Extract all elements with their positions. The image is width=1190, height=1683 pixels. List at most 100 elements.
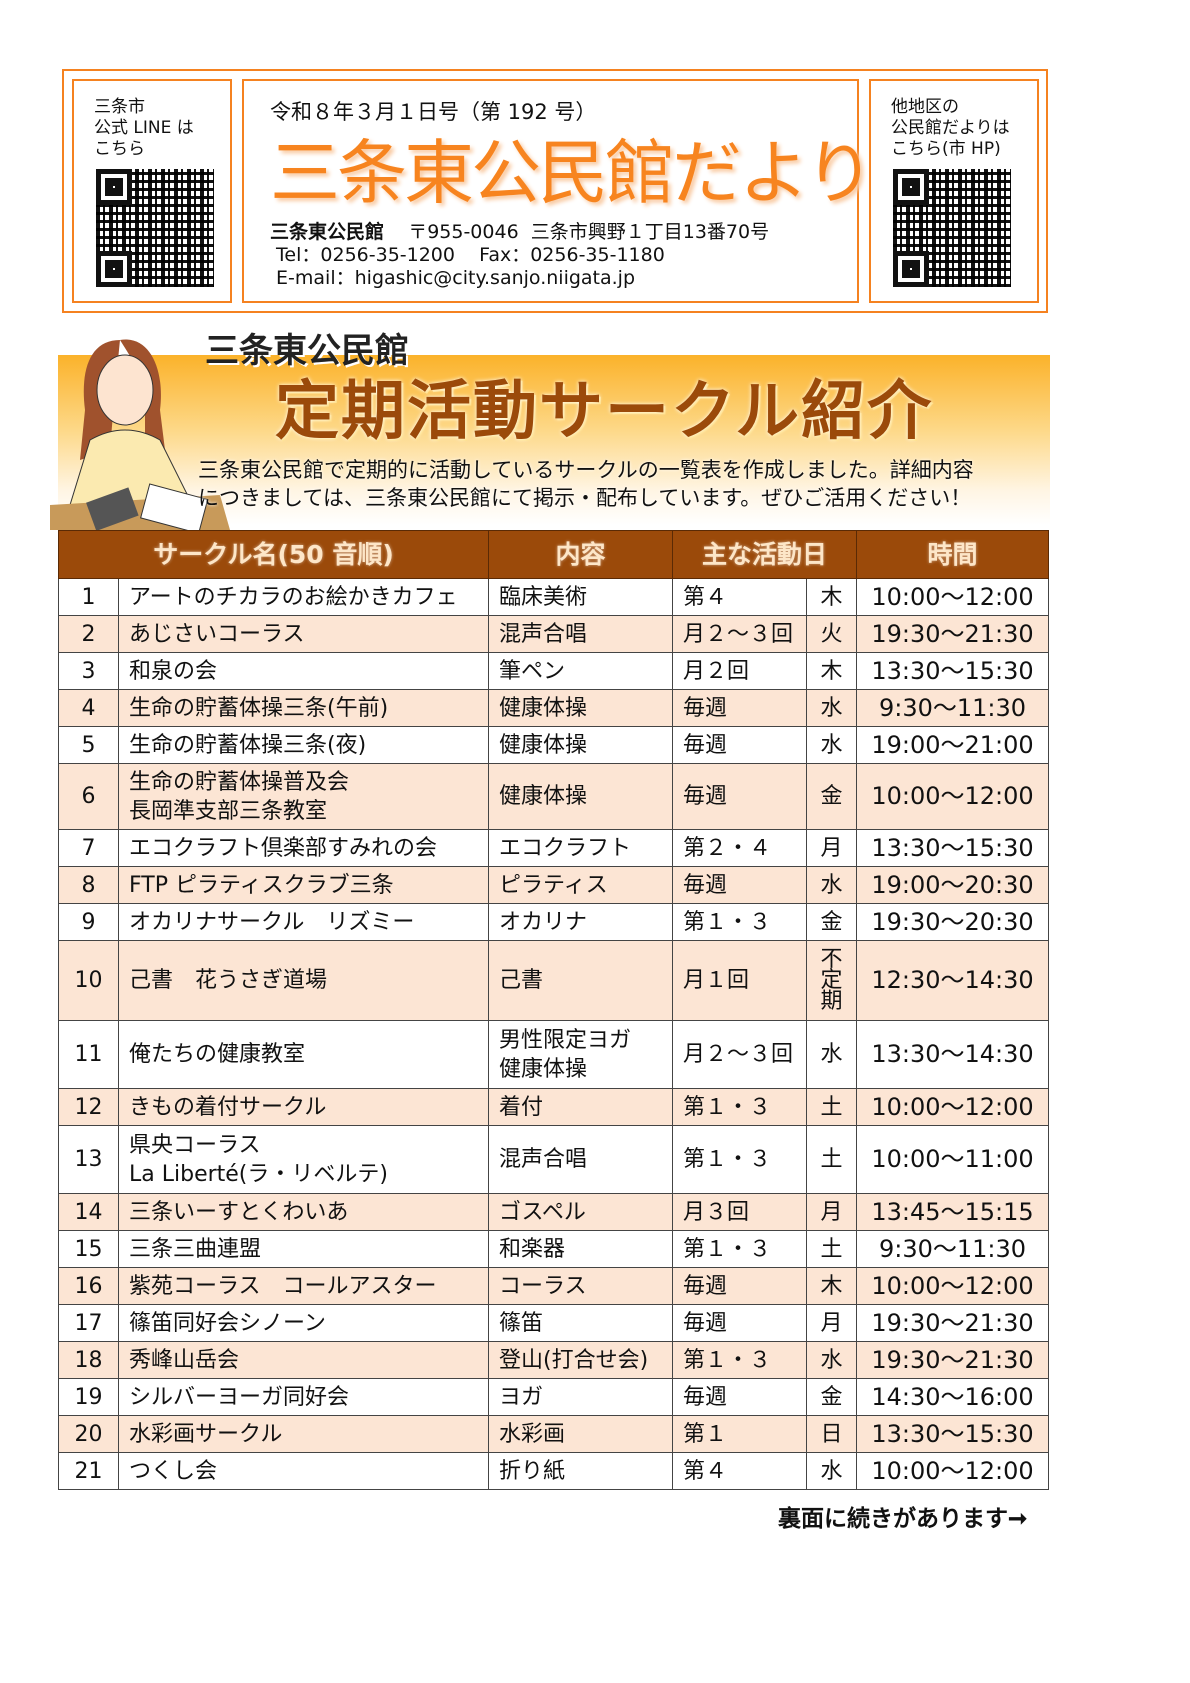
activity-weekday: 土 [806, 1125, 857, 1194]
row-number: 21 [58, 1452, 119, 1490]
circle-content: 水彩画 [488, 1415, 673, 1453]
table-row: 7 エコクラフト倶楽部すみれの会 エコクラフト 第２・４ 月 13:30～15:30 [58, 829, 1049, 867]
line-qr-panel: 三条市 公式 LINE は こちら [72, 79, 232, 303]
banner-description: 三条東公民館で定期的に活動しているサークルの一覧表を作成しました。詳細内容 につ… [198, 458, 974, 510]
circle-name: オカリナサークル リズミー [118, 903, 489, 941]
circle-name: つくし会 [118, 1452, 489, 1490]
activity-frequency: 月２回 [672, 652, 807, 690]
activity-time: 13:30～14:30 [856, 1020, 1049, 1089]
activity-time: 14:30～16:00 [856, 1378, 1049, 1416]
hp-qr-code[interactable] [893, 169, 1011, 287]
activity-weekday: 水 [806, 726, 857, 764]
activity-frequency: 毎週 [672, 726, 807, 764]
activity-weekday: 土 [806, 1230, 857, 1268]
hp-qr-label: 他地区の 公民館だよりは こちら(市 HP) [891, 97, 1010, 159]
activity-weekday: 月 [806, 1193, 857, 1231]
circle-content: 健康体操 [488, 689, 673, 727]
row-number: 19 [58, 1378, 119, 1416]
activity-time: 19:30～21:30 [856, 1341, 1049, 1379]
table-row: 5 生命の貯蓄体操三条(夜) 健康体操 毎週水 19:00～21:00 [58, 726, 1049, 764]
row-number: 14 [58, 1193, 119, 1231]
activity-weekday: 土 [806, 1088, 857, 1126]
masthead: 令和８年３月１日号（第 192 号） 三条東公民館だより 三条東公民館 〒955… [242, 79, 875, 303]
issue-date: 令和８年３月１日号（第 192 号） [270, 100, 597, 124]
activity-frequency: 月２～３回 [672, 1020, 807, 1089]
circle-content: 混声合唱 [488, 615, 673, 653]
activity-frequency: 第２・４ [672, 829, 807, 867]
circle-name: 秀峰山岳会 [118, 1341, 489, 1379]
line-qr-code[interactable] [96, 169, 214, 287]
activity-weekday: 不 定 期 [806, 940, 857, 1021]
circle-content: ピラティス [488, 866, 673, 904]
activity-frequency: 第４ [672, 578, 807, 616]
circle-name: 生命の貯蓄体操三条(午前) [118, 689, 489, 727]
activity-frequency: 第１・３ [672, 1125, 807, 1194]
circle-content: 男性限定ヨガ 健康体操 [488, 1020, 673, 1089]
activity-frequency: 第１・３ [672, 1230, 807, 1268]
activity-time: 10:00～12:00 [856, 1267, 1049, 1305]
activity-frequency: 月２～３回 [672, 615, 807, 653]
circle-name: 県央コーラス La Liberté(ラ・リベルテ) [118, 1125, 489, 1194]
activity-weekday: 水 [806, 1452, 857, 1490]
activity-frequency: 月３回 [672, 1193, 807, 1231]
activity-frequency: 第１・３ [672, 1341, 807, 1379]
circle-content: 篠笛 [488, 1304, 673, 1342]
row-number: 10 [58, 940, 119, 1021]
table-row: 12 きもの着付サークル 着付 第１・３ 土 10:00～12:00 [58, 1088, 1049, 1126]
circle-name: あじさいコーラス [118, 615, 489, 653]
row-number: 3 [58, 652, 119, 690]
circle-content: 健康体操 [488, 726, 673, 764]
circle-name: シルバーヨーガ同好会 [118, 1378, 489, 1416]
activity-time: 12:30～14:30 [856, 940, 1049, 1021]
continued-note: 裏面に続きがあります➞ [778, 1505, 1028, 1532]
circle-name: 己書 花うさぎ道場 [118, 940, 489, 1021]
row-number: 2 [58, 615, 119, 653]
activity-weekday: 水 [806, 689, 857, 727]
table-row: 18 秀峰山岳会 登山(打合せ会) 第１・３ 水 19:30～21:30 [58, 1341, 1049, 1379]
table-row: 4 生命の貯蓄体操三条(午前) 健康体操 毎週水 9:30～11:30 [58, 689, 1049, 727]
circle-name: エコクラフト倶楽部すみれの会 [118, 829, 489, 867]
row-number: 12 [58, 1088, 119, 1126]
table-row: 15 三条三曲連盟 和楽器 第１・３ 土 9:30～11:30 [58, 1230, 1049, 1268]
activity-time: 10:00～11:00 [856, 1125, 1049, 1194]
circle-name: 生命の貯蓄体操三条(夜) [118, 726, 489, 764]
activity-time: 10:00～12:00 [856, 1452, 1049, 1490]
banner-background [58, 355, 1050, 525]
col-header-day: 主な活動日 [672, 530, 857, 579]
table-row: 21 つくし会 折り紙 第４ 水 10:00～12:00 [58, 1452, 1049, 1490]
table-row: 16 紫苑コーラス コールアスター コーラス 毎週木 10:00～12:00 [58, 1267, 1049, 1305]
activity-frequency: 第４ [672, 1452, 807, 1490]
table-header: サークル名(50 音順) 内容 主な活動日 時間 [58, 530, 1049, 579]
activity-weekday: 月 [806, 829, 857, 867]
circle-content: 登山(打合せ会) [488, 1341, 673, 1379]
activity-time: 19:00～20:30 [856, 866, 1049, 904]
row-number: 15 [58, 1230, 119, 1268]
table-row: 10 己書 花うさぎ道場 己書 月１回不 定 期 12:30～14:30 [58, 940, 1049, 1021]
activity-time: 10:00～12:00 [856, 763, 1049, 830]
row-number: 18 [58, 1341, 119, 1379]
table-row: 14 三条いーすとくわいあ ゴスペル 月３回月 13:45～15:15 [58, 1193, 1049, 1231]
table-row: 8 FTP ピラティスクラブ三条 ピラティス 毎週水 19:00～20:30 [58, 866, 1049, 904]
circle-table: サークル名(50 音順) 内容 主な活動日 時間 1 アートのチカラのお絵かきカフ… [58, 530, 1049, 1490]
hp-qr-panel: 他地区の 公民館だよりは こちら(市 HP) [869, 79, 1039, 303]
table-row: 3 和泉の会 筆ペン 月２回木 13:30～15:30 [58, 652, 1049, 690]
table-row: 17 篠笛同好会シノーン 篠笛 毎週月 19:30～21:30 [58, 1304, 1049, 1342]
row-number: 7 [58, 829, 119, 867]
activity-time: 13:45～15:15 [856, 1193, 1049, 1231]
address: 〒955-0046 三条市興野１丁目13番70号 [408, 221, 770, 243]
activity-weekday: 木 [806, 578, 857, 616]
circle-content: ゴスペル [488, 1193, 673, 1231]
activity-time: 19:30～21:30 [856, 1304, 1049, 1342]
activity-weekday: 日 [806, 1415, 857, 1453]
activity-time: 19:00～21:00 [856, 726, 1049, 764]
circle-name: FTP ピラティスクラブ三条 [118, 866, 489, 904]
circle-name: きもの着付サークル [118, 1088, 489, 1126]
circle-content: 和楽器 [488, 1230, 673, 1268]
circle-content: 混声合唱 [488, 1125, 673, 1194]
woman-writing-illustration [50, 339, 230, 530]
table-row: 1 アートのチカラのお絵かきカフェ 臨床美術 第４ 木 10:00～12:00 [58, 578, 1049, 616]
activity-weekday: 水 [806, 866, 857, 904]
col-header-content: 内容 [488, 530, 673, 579]
circle-name: 生命の貯蓄体操普及会 長岡準支部三条教室 [118, 763, 489, 830]
row-number: 1 [58, 578, 119, 616]
